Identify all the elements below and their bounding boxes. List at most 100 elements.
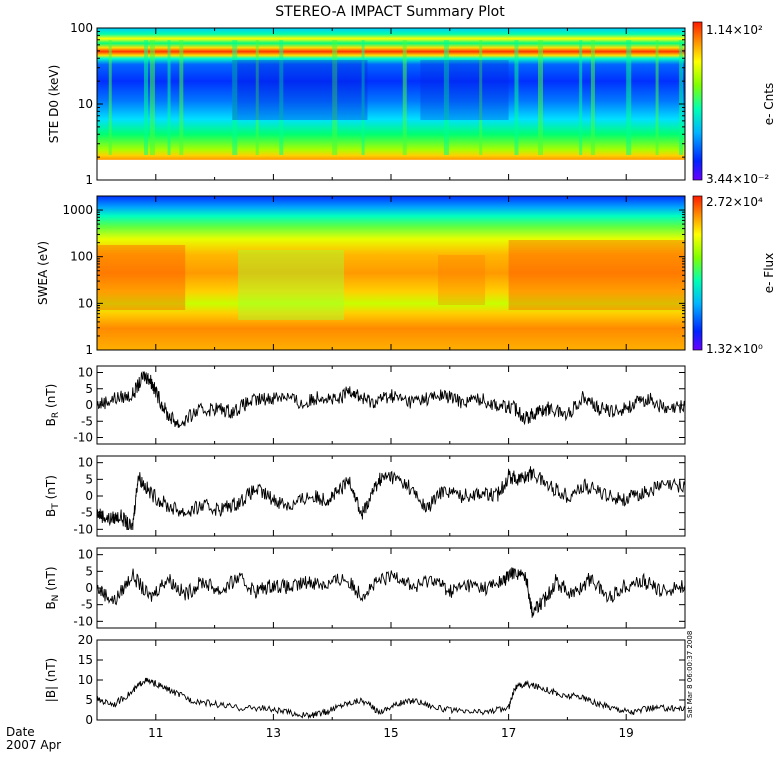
x-tick-label: 11 <box>148 726 163 740</box>
bmag-frame <box>96 639 686 721</box>
ste-streak <box>514 40 519 155</box>
date-value: 2007 Apr <box>6 738 61 752</box>
br-y-tick-label: 10 <box>78 366 93 380</box>
bn-y-tick-label: -5 <box>81 598 93 612</box>
br-plot: -10 -5 0 5 10 <box>73 366 686 445</box>
br-y-tick-label: -10 <box>73 431 93 445</box>
swea-y-tick-label: 10 <box>78 296 93 310</box>
ste-colorbar-label: e- Cnts <box>762 83 776 125</box>
bmag-series-line <box>96 677 686 720</box>
swea-spectrogram <box>97 196 685 350</box>
swea-y-tick-label: 100 <box>70 250 93 264</box>
bn-y-label: BN (nT) <box>44 566 61 609</box>
bt-y-tick-label: 5 <box>85 472 93 486</box>
ste-streak <box>332 40 338 155</box>
swea-y-tick-label: 1 <box>85 343 93 357</box>
ste-streak <box>167 40 171 155</box>
ste-y-tick-label: 100 <box>70 21 93 35</box>
bn-y-tick-label: 0 <box>85 581 93 595</box>
bmag-plot: 0 5 10 15 20 <box>78 633 686 727</box>
ste-panel: 1 10 100 STE D0 (keV) 1.14×10² 3.44×10⁻² e… <box>47 21 776 187</box>
ste-y-tick-label: 10 <box>78 97 93 111</box>
bmag-y-tick-label: 20 <box>78 633 93 647</box>
bt-y-tick-label: -5 <box>81 506 93 520</box>
date-label: Date <box>6 725 35 739</box>
bmag-y-tick-label: 15 <box>78 653 93 667</box>
bmag-y-tick-label: 0 <box>85 713 93 727</box>
ste-streak <box>538 40 543 155</box>
br-y-label: BR (nT) <box>44 384 61 427</box>
br-y-tick-label: -5 <box>81 414 93 428</box>
swea-cool-region <box>238 250 344 320</box>
bmag-y-tick-label: 5 <box>85 693 93 707</box>
ste-streak <box>179 40 184 155</box>
bn-plot: -10 -5 0 5 10 <box>73 548 686 628</box>
x-tick-label: 17 <box>501 726 516 740</box>
ste-streak <box>108 40 112 155</box>
swea-hot-region <box>438 255 486 305</box>
ste-y-tick-label: 1 <box>85 173 93 187</box>
figure-title: STEREO-A IMPACT Summary Plot <box>275 4 505 20</box>
ste-streak <box>590 40 595 155</box>
x-tick-labels: 11 13 15 17 19 <box>148 726 634 740</box>
ste-streak <box>361 40 365 155</box>
bmag-y-tick-label: 10 <box>78 673 93 687</box>
bn-y-tick-label: 5 <box>85 564 93 578</box>
bt-y-tick-label: 10 <box>78 456 93 470</box>
ste-streak <box>255 40 259 155</box>
swea-colorbar <box>692 195 703 351</box>
ste-streak <box>232 40 238 155</box>
bn-series-line <box>96 567 686 618</box>
swea-colorbar-min: 1.32×10⁰ <box>706 342 763 356</box>
bt-frame <box>96 455 686 537</box>
bmag-panel: 0 5 10 15 20 |B| (nT) Sat Mar 8 06:00:37 200… <box>44 631 694 727</box>
ste-streak <box>144 40 149 155</box>
ste-spectrogram <box>97 28 685 180</box>
bt-panel: -10 -5 0 5 10 BT (nT) <box>44 455 686 537</box>
br-panel: -10 -5 0 5 10 BR (nT) <box>44 365 686 445</box>
ste-x-ticks <box>96 28 686 180</box>
swea-streaks <box>97 240 685 320</box>
bn-y-tick-label: 10 <box>78 548 93 562</box>
ste-streak <box>626 40 632 155</box>
ste-streak <box>402 40 407 155</box>
ste-y-axis: 1 10 100 <box>70 21 685 187</box>
swea-y-tick-label: 1000 <box>62 203 93 217</box>
ste-colorbar-max: 1.14×10² <box>706 23 763 37</box>
ste-streaks <box>108 40 684 155</box>
ste-streak <box>279 40 284 155</box>
bt-plot: -10 -5 0 5 10 <box>73 456 686 536</box>
x-tick-label: 13 <box>266 726 281 740</box>
swea-hot-region <box>97 245 186 310</box>
bt-series-line <box>96 466 686 531</box>
bn-panel: -10 -5 0 5 10 BN (nT) <box>44 547 686 629</box>
ste-streak <box>655 40 659 155</box>
swea-colorbar-max: 2.72×10⁴ <box>706 195 763 209</box>
ste-colorbar <box>692 21 703 181</box>
ste-y-label: STE D0 (keV) <box>47 65 61 144</box>
ste-quiet-region <box>232 60 368 120</box>
ste-streak <box>479 40 483 155</box>
swea-y-axis: 1 10 100 1000 <box>62 203 685 357</box>
x-tick-label: 19 <box>619 726 634 740</box>
ste-quiet-region <box>420 60 509 120</box>
bt-y-tick-label: -10 <box>73 522 93 536</box>
ste-colorbar-min: 3.44×10⁻² <box>706 172 769 186</box>
bt-y-label: BT (nT) <box>44 475 61 517</box>
br-series-line <box>96 370 686 429</box>
bt-y-tick-label: 0 <box>85 489 93 503</box>
swea-colorbar-label: e- Flux <box>762 253 776 293</box>
ste-streak <box>679 40 684 155</box>
swea-hot-region <box>508 240 685 310</box>
x-tick-label: 15 <box>383 726 398 740</box>
timestamp-stamp: Sat Mar 8 06:00:37 2008 <box>686 631 694 718</box>
bmag-y-label: |B| (nT) <box>44 658 58 702</box>
bn-y-tick-label: -10 <box>73 614 93 628</box>
swea-y-label: SWEA (eV) <box>36 241 50 305</box>
ste-streak <box>149 40 155 155</box>
swea-x-ticks <box>96 196 686 350</box>
ste-streak <box>579 40 583 155</box>
ste-streak <box>443 40 449 155</box>
br-y-tick-label: 5 <box>85 382 93 396</box>
